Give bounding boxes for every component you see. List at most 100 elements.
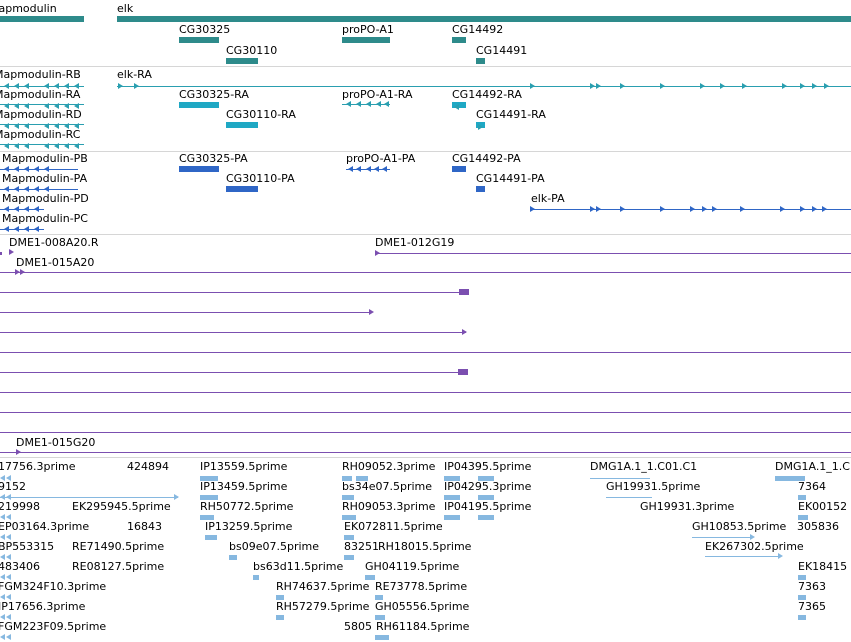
- protein-label-propo-pa[interactable]: proPO-A1-PA: [346, 152, 416, 165]
- est-label[interactable]: IP04395.5prime: [444, 460, 532, 473]
- transcript-label-map-rd[interactable]: Mapmodulin-RD: [0, 108, 82, 121]
- est-label[interactable]: 424894: [127, 460, 169, 473]
- gene-block-cg30110[interactable]: [226, 58, 258, 64]
- protein-label-map-pd[interactable]: Mapmodulin-PD: [2, 192, 89, 205]
- protein-block-cg14492-pa[interactable]: [452, 166, 466, 172]
- est-label[interactable]: RH57279.5prime: [276, 600, 370, 613]
- transcript-label-map-rc[interactable]: Mapmodulin-RC: [0, 128, 81, 141]
- est-label[interactable]: 305836: [797, 520, 839, 533]
- est-label[interactable]: IP04295.3prime: [444, 480, 532, 493]
- est-label[interactable]: GH19931.5prime: [606, 480, 701, 493]
- clone-label-015g20[interactable]: DME1-015G20: [16, 436, 96, 449]
- est-label[interactable]: EK18415: [798, 560, 848, 573]
- est-label[interactable]: 483406: [0, 560, 40, 573]
- transcript-label-cg14491-ra[interactable]: CG14491-RA: [476, 108, 546, 121]
- gene-block-mapmodulin[interactable]: [0, 16, 84, 22]
- gene-block-cg14491[interactable]: [476, 58, 485, 64]
- est-label[interactable]: GH04119.5prime: [365, 560, 460, 573]
- transcript-label-map-rb[interactable]: Mapmodulin-RB: [0, 68, 81, 81]
- protein-label-map-pa[interactable]: Mapmodulin-PA: [2, 172, 88, 185]
- est-label[interactable]: bs09e07.5prime: [229, 540, 320, 553]
- gene-block-propo[interactable]: [342, 37, 390, 43]
- est-label[interactable]: 7365: [798, 600, 826, 613]
- gene-label-cg14492[interactable]: CG14492: [452, 23, 504, 36]
- est-label[interactable]: EK295945.5prime: [72, 500, 171, 513]
- transcript-label-elk-ra[interactable]: elk-RA: [117, 68, 152, 81]
- est-label[interactable]: GH19931.3prime: [640, 500, 735, 513]
- gene-label-mapmodulin[interactable]: Mapmodulin: [0, 2, 57, 15]
- est-label[interactable]: RH61184.5prime: [376, 620, 470, 633]
- protein-block-cg30325-pa[interactable]: [179, 166, 219, 172]
- est-label[interactable]: bs63d11.5prime: [253, 560, 344, 573]
- transcript-line-map-rb[interactable]: [0, 86, 84, 87]
- est-label[interactable]: EK072811.5prime: [344, 520, 443, 533]
- est-label[interactable]: IP17656.3prime: [0, 600, 86, 613]
- gene-label-propo[interactable]: proPO-A1: [342, 23, 394, 36]
- protein-line-map-pd[interactable]: [0, 209, 44, 210]
- transcript-label-map-ra[interactable]: Mapmodulin-RA: [0, 88, 81, 101]
- transcript-label-propo-ra[interactable]: proPO-A1-RA: [342, 88, 413, 101]
- protein-label-elk-pa[interactable]: elk-PA: [531, 192, 565, 205]
- protein-line-map-pc[interactable]: [0, 229, 44, 230]
- est-label[interactable]: GH10853.5prime: [692, 520, 787, 533]
- est-label[interactable]: RH74637.5prime: [276, 580, 370, 593]
- protein-label-cg30110-pa[interactable]: CG30110-PA: [226, 172, 295, 185]
- transcript-block-cg30110-ra[interactable]: [226, 122, 258, 128]
- gene-label-cg30110[interactable]: CG30110: [226, 44, 278, 57]
- est-label[interactable]: RE73778.5prime: [375, 580, 468, 593]
- transcript-block-cg14492-ra[interactable]: [452, 102, 466, 108]
- clone-label-008a20[interactable]: DME1-008A20.R: [9, 236, 99, 249]
- est-label[interactable]: IP13459.5prime: [200, 480, 288, 493]
- protein-block-cg30110-pa[interactable]: [226, 186, 258, 192]
- transcript-line-elk-ra[interactable]: [117, 86, 851, 87]
- transcript-label-cg30325-ra[interactable]: CG30325-RA: [179, 88, 249, 101]
- est-label[interactable]: EP03164.3prime: [0, 520, 90, 533]
- est-label[interactable]: GH05556.5prime: [375, 600, 470, 613]
- est-label[interactable]: EK00152: [798, 500, 848, 513]
- gene-label-elk[interactable]: elk: [117, 2, 134, 15]
- est-label[interactable]: 83251: [344, 540, 379, 553]
- transcript-line-map-rd[interactable]: [0, 124, 84, 125]
- est-label[interactable]: DMG1A.1_1.C01.C1: [590, 460, 698, 473]
- est-label[interactable]: IP04195.5prime: [444, 500, 532, 513]
- est-label[interactable]: DMG1A.1_1.C: [775, 460, 850, 473]
- gene-label-cg30325[interactable]: CG30325: [179, 23, 231, 36]
- transcript-line-propo-ra[interactable]: [342, 104, 390, 105]
- gene-block-cg30325[interactable]: [179, 37, 219, 43]
- est-label[interactable]: 17756.3prime: [0, 460, 76, 473]
- protein-label-map-pc[interactable]: Mapmodulin-PC: [2, 212, 88, 225]
- est-label[interactable]: 9152: [0, 480, 26, 493]
- protein-label-cg14492-pa[interactable]: CG14492-PA: [452, 152, 521, 165]
- est-label[interactable]: RE08127.5prime: [72, 560, 165, 573]
- gene-block-cg14492[interactable]: [452, 37, 466, 43]
- est-label[interactable]: IP13259.5prime: [205, 520, 293, 533]
- est-label[interactable]: 219998: [0, 500, 40, 513]
- est-label[interactable]: FGM223F09.5prime: [0, 620, 107, 633]
- clone-label-012g19[interactable]: DME1-012G19: [375, 236, 455, 249]
- est-label[interactable]: RH18015.5prime: [378, 540, 472, 553]
- protein-line-elk-pa[interactable]: [531, 209, 851, 210]
- gene-block-elk[interactable]: [117, 16, 851, 22]
- transcript-line-map-ra[interactable]: [0, 104, 84, 105]
- protein-line-propo-pa[interactable]: [346, 169, 390, 170]
- transcript-label-cg14492-ra[interactable]: CG14492-RA: [452, 88, 522, 101]
- est-label[interactable]: BP553315: [0, 540, 55, 553]
- est-label[interactable]: bs34e07.5prime: [342, 480, 433, 493]
- transcript-block-cg14491-ra[interactable]: [476, 122, 485, 128]
- protein-block-cg14491-pa[interactable]: [476, 186, 485, 192]
- est-label[interactable]: EK267302.5prime: [705, 540, 804, 553]
- est-label[interactable]: FGM324F10.3prime: [0, 580, 107, 593]
- est-label[interactable]: 7364: [798, 480, 826, 493]
- transcript-line-map-rc[interactable]: [0, 144, 84, 145]
- protein-label-map-pb[interactable]: Mapmodulin-PB: [2, 152, 88, 165]
- est-label[interactable]: RH09052.3prime: [342, 460, 436, 473]
- transcript-block-cg30325-ra[interactable]: [179, 102, 219, 108]
- est-label[interactable]: IP13559.5prime: [200, 460, 288, 473]
- est-label[interactable]: 5805: [344, 620, 372, 633]
- est-label[interactable]: RH09053.3prime: [342, 500, 436, 513]
- protein-line-map-pa[interactable]: [0, 189, 78, 190]
- protein-label-cg30325-pa[interactable]: CG30325-PA: [179, 152, 248, 165]
- protein-label-cg14491-pa[interactable]: CG14491-PA: [476, 172, 545, 185]
- est-label[interactable]: 7363: [798, 580, 826, 593]
- gene-label-cg14491[interactable]: CG14491: [476, 44, 528, 57]
